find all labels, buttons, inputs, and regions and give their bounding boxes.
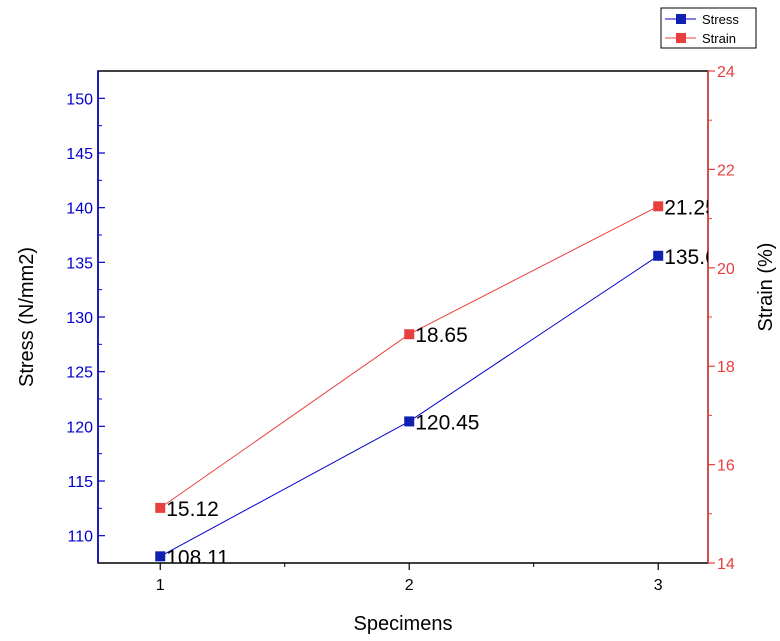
- left-tick-label: 130: [66, 310, 93, 327]
- data-label-layer: 108.11 120.45 135.6 15.12 18.65 21.25: [166, 196, 717, 569]
- legend-stress-marker: [676, 14, 686, 24]
- left-tick-label: 115: [67, 474, 93, 491]
- strain-point: [155, 502, 166, 513]
- left-tick-label: 135: [66, 255, 93, 272]
- left-tick-label: 120: [66, 419, 93, 436]
- x-axis: 1 2 3: [156, 563, 663, 594]
- x-tick-label: 3: [654, 577, 663, 594]
- legend-strain-label: Strain: [702, 31, 736, 46]
- left-axis-title: Stress (N/mm2): [16, 247, 38, 387]
- plot-frame: [97, 70, 709, 564]
- legend-stress-label: Stress: [702, 12, 739, 27]
- stress-point: [155, 551, 166, 562]
- right-tick-label: 24: [717, 64, 735, 81]
- strain-data-label: 21.25: [664, 196, 717, 219]
- right-tick-label: 20: [717, 261, 735, 278]
- x-tick-label: 2: [405, 577, 414, 594]
- strain-series-line: [159, 205, 659, 509]
- stress-point: [653, 250, 664, 261]
- strain-data-label: 15.12: [166, 498, 219, 521]
- legend: Stress Strain: [660, 7, 757, 49]
- stress-data-label: 108.11: [166, 546, 229, 569]
- stress-series-line: [160, 255, 659, 557]
- left-tick-label: 125: [66, 365, 93, 382]
- right-tick-label: 18: [717, 359, 735, 376]
- right-tick-label: 16: [717, 458, 735, 475]
- stress-point: [404, 416, 415, 427]
- left-tick-label: 110: [67, 529, 93, 546]
- x-axis-title: Specimens: [354, 613, 453, 635]
- x-tick-label: 1: [156, 577, 165, 594]
- legend-strain-marker: [676, 33, 686, 43]
- right-tick-label: 14: [717, 556, 735, 573]
- right-axis-title: Strain (%): [755, 243, 777, 332]
- left-y-axis: 110 115 120 125 130 135 140 145 150: [66, 71, 105, 563]
- left-tick-label: 150: [66, 91, 93, 108]
- series-layer: [155, 201, 664, 562]
- stress-data-label: 120.45: [415, 411, 479, 434]
- strain-point: [404, 329, 415, 340]
- strain-data-label: 18.65: [415, 324, 468, 347]
- strain-point: [653, 201, 664, 212]
- right-y-axis: 14 16 18 20 22 24: [707, 64, 735, 573]
- stress-data-label: 135.6: [664, 246, 717, 269]
- right-tick-label: 22: [717, 162, 735, 179]
- left-tick-label: 145: [66, 146, 93, 163]
- left-tick-label: 140: [66, 201, 93, 218]
